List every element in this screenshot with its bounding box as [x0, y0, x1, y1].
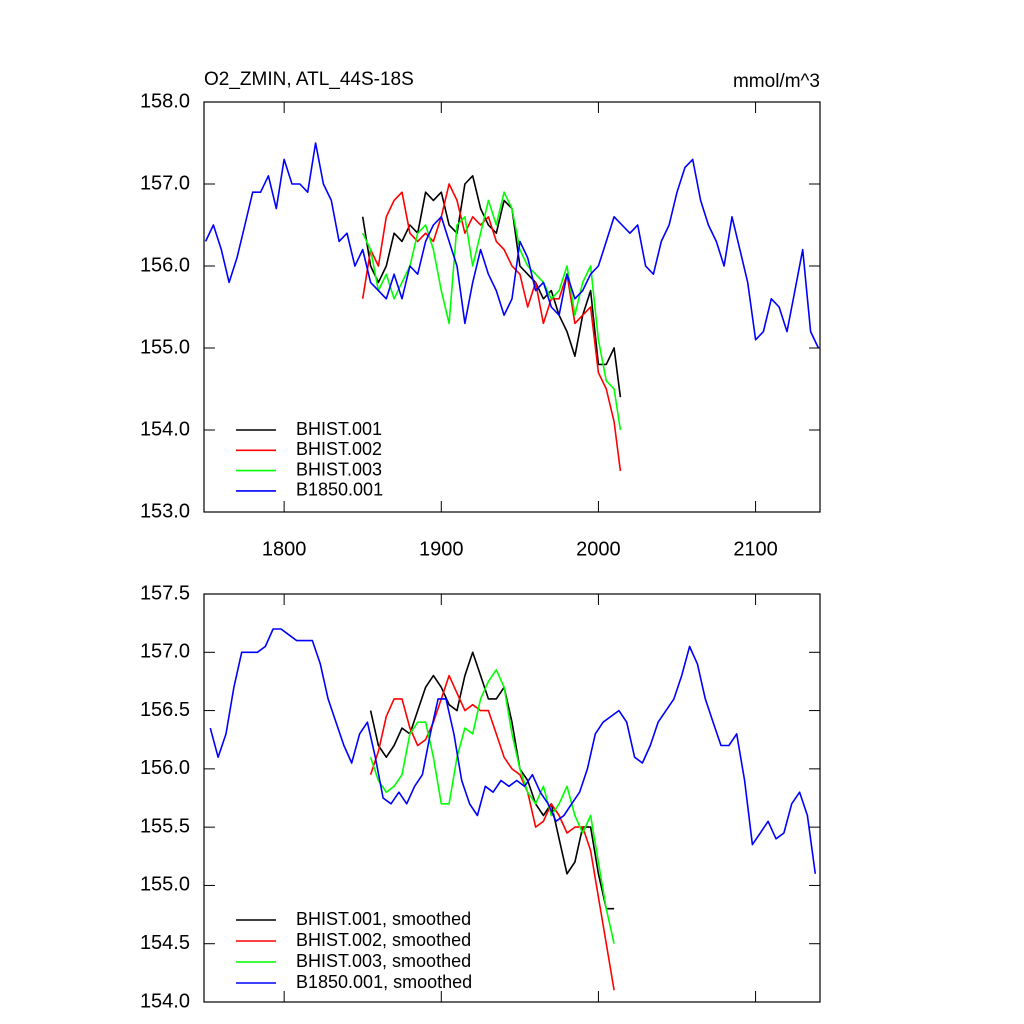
legend-label: BHIST.003, smoothed	[296, 951, 471, 971]
y-tick-label: 155.0	[140, 336, 190, 358]
y-tick-label: 154.0	[140, 990, 190, 1012]
legend-label: BHIST.001, smoothed	[296, 909, 471, 929]
y-tick-label: 153.0	[140, 500, 190, 522]
x-tick-label: 1900	[419, 538, 464, 560]
y-tick-label: 155.0	[140, 874, 190, 896]
chart-title: O2_ZMIN, ATL_44S-18S	[204, 69, 414, 90]
data-line	[361, 183, 622, 472]
plot-frame	[203, 101, 821, 513]
legend-label: BHIST.002	[296, 439, 382, 459]
plot-frame	[203, 593, 821, 1003]
y-tick-label: 157.0	[140, 641, 190, 663]
x-tick-label: 2000	[576, 538, 621, 560]
legend-label: B1850.001, smoothed	[296, 972, 472, 992]
y-tick-label: 154.5	[140, 932, 190, 954]
legend-label: BHIST.003	[296, 459, 382, 479]
data-line	[369, 651, 615, 910]
y-tick-label: 156.0	[140, 757, 190, 779]
y-tick-label: 157.0	[140, 172, 190, 194]
data-line	[369, 668, 615, 944]
y-tick-label: 158.0	[140, 90, 190, 112]
data-line	[209, 628, 817, 874]
x-tick-label: 1800	[262, 538, 307, 560]
data-line	[204, 142, 820, 349]
data-line	[361, 191, 622, 431]
legend-label: B1850.001	[296, 480, 383, 500]
x-tick-label: 2100	[733, 538, 778, 560]
legend-label: BHIST.002, smoothed	[296, 930, 471, 950]
y-tick-label: 157.5	[140, 582, 190, 604]
units-label: mmol/m^3	[733, 71, 820, 92]
y-tick-label: 155.5	[140, 815, 190, 837]
y-tick-label: 156.0	[140, 254, 190, 276]
legend-label: BHIST.001	[296, 419, 382, 439]
y-tick-label: 156.5	[140, 699, 190, 721]
y-tick-label: 154.0	[140, 418, 190, 440]
